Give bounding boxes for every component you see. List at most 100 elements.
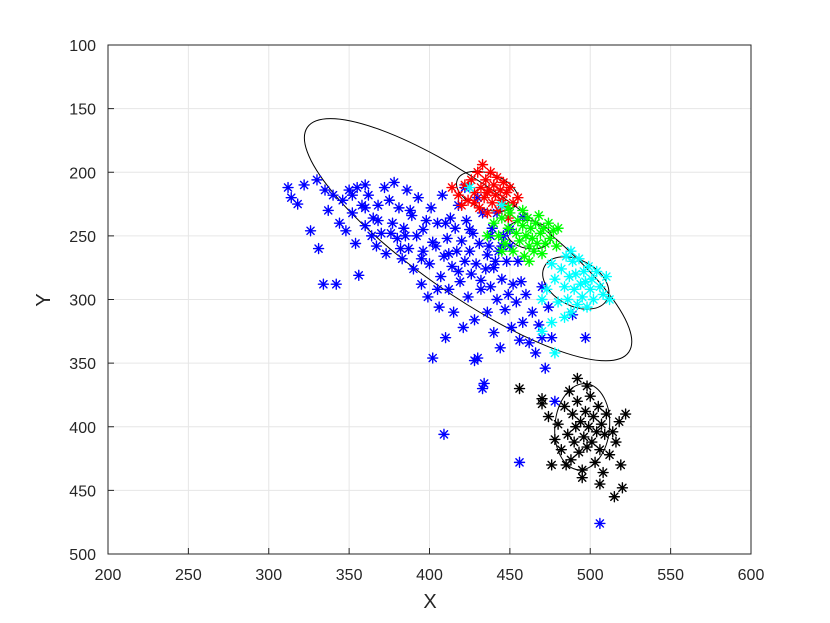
- y-tick-label: 350: [69, 356, 96, 373]
- y-axis-ticks: 100 150 200 250 300 350 400 450 500: [69, 38, 114, 564]
- data-point: [443, 247, 455, 260]
- data-point: [579, 405, 592, 418]
- data-point: [599, 428, 611, 441]
- data-point: [417, 245, 429, 257]
- data-point: [507, 245, 519, 257]
- data-point: [555, 263, 568, 275]
- data-point: [407, 263, 420, 275]
- data-point: [476, 158, 489, 171]
- data-point: [523, 337, 535, 349]
- data-point: [544, 232, 556, 245]
- data-point: [526, 232, 539, 245]
- data-point: [446, 181, 458, 194]
- data-point: [475, 274, 487, 287]
- data-point: [570, 421, 582, 433]
- data-point: [427, 352, 439, 364]
- data-point: [322, 204, 334, 217]
- data-point: [529, 217, 542, 229]
- data-point: [491, 171, 503, 184]
- data-point: [573, 253, 585, 265]
- data-point: [470, 258, 482, 270]
- data-point: [492, 204, 505, 217]
- data-point: [570, 268, 582, 280]
- data-point: [496, 212, 508, 224]
- data-point: [566, 408, 579, 420]
- data-point: [353, 269, 365, 282]
- data-point: [549, 395, 561, 407]
- data-point: [586, 273, 598, 285]
- data-point: [587, 410, 600, 423]
- data-point: [459, 179, 471, 191]
- x-tick-label: 400: [416, 567, 443, 584]
- data-point: [565, 306, 577, 318]
- data-point: [438, 428, 450, 441]
- data-point: [468, 186, 481, 199]
- data-point: [401, 184, 413, 196]
- data-point: [365, 230, 378, 242]
- data-point: [549, 273, 561, 285]
- data-point: [375, 227, 387, 240]
- data-point: [446, 260, 458, 273]
- data-point: [533, 319, 545, 331]
- data-point: [391, 232, 404, 245]
- data-point: [541, 283, 553, 296]
- data-point: [425, 202, 437, 214]
- data-point: [578, 431, 590, 443]
- y-tick-label: 450: [69, 483, 96, 500]
- data-point: [603, 293, 616, 306]
- data-point: [592, 400, 604, 413]
- data-point: [560, 459, 572, 471]
- data-point: [488, 326, 500, 339]
- data-point: [486, 222, 498, 234]
- data-point: [378, 181, 391, 194]
- data-point: [531, 237, 543, 250]
- data-point: [336, 194, 349, 206]
- data-point: [571, 395, 584, 407]
- data-point: [372, 214, 384, 227]
- y-tick-label: 250: [69, 229, 96, 246]
- y-tick-label: 200: [69, 165, 96, 182]
- data-point: [545, 331, 558, 344]
- data-point: [536, 398, 548, 410]
- data-point: [499, 303, 511, 316]
- data-point: [539, 362, 551, 374]
- data-point: [563, 385, 576, 397]
- data-point: [489, 189, 502, 201]
- series-group: [463, 181, 616, 359]
- data-point: [385, 227, 397, 240]
- data-point: [500, 255, 513, 268]
- data-point: [517, 204, 529, 217]
- data-point: [406, 209, 418, 222]
- data-point: [536, 331, 548, 344]
- data-point: [333, 217, 346, 229]
- series-group: [446, 158, 524, 224]
- data-point: [431, 283, 444, 296]
- data-point: [518, 250, 531, 262]
- data-point: [463, 245, 476, 257]
- data-point: [427, 236, 439, 248]
- data-point: [560, 250, 572, 262]
- data-point: [422, 291, 434, 303]
- data-point: [494, 184, 506, 196]
- data-point: [481, 306, 494, 318]
- data-point: [410, 230, 423, 242]
- data-point: [473, 237, 486, 250]
- data-point: [396, 253, 408, 265]
- data-point: [460, 214, 473, 227]
- data-point: [472, 192, 484, 204]
- data-point: [550, 240, 563, 252]
- x-axis-label: X: [423, 591, 436, 613]
- data-point: [515, 275, 527, 288]
- data-point: [327, 189, 339, 201]
- data-point: [451, 245, 463, 257]
- data-point: [549, 433, 561, 446]
- data-point: [349, 237, 362, 250]
- data-point: [562, 428, 574, 441]
- data-point: [534, 227, 547, 240]
- data-point: [512, 214, 524, 227]
- data-point: [571, 298, 584, 311]
- data-point: [319, 184, 331, 196]
- data-point: [351, 181, 363, 194]
- data-point: [510, 296, 523, 308]
- data-point: [317, 278, 330, 290]
